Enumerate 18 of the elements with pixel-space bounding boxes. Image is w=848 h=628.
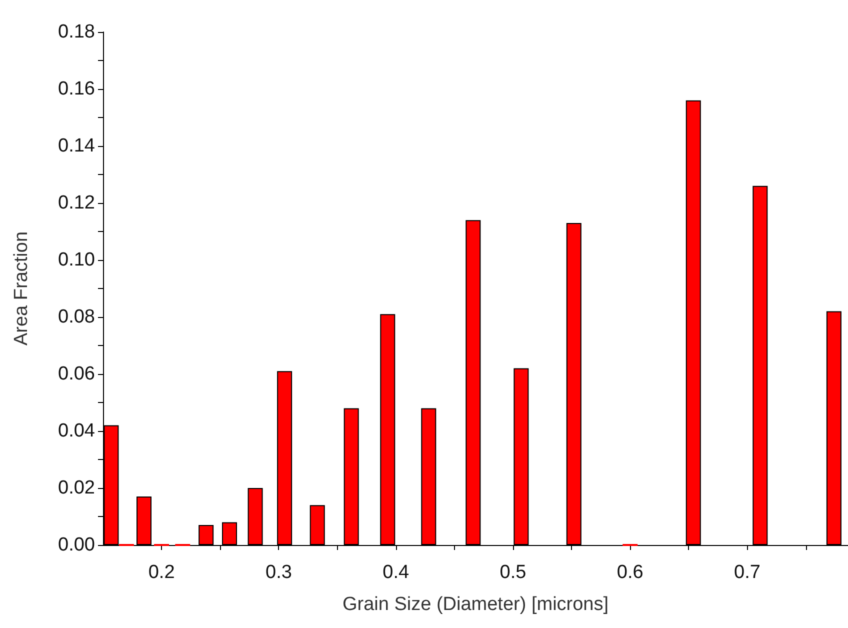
y-tick-label: 0.12 — [58, 192, 95, 214]
y-tick-label: 0.02 — [58, 478, 95, 498]
x-tick-label: 0.2 — [148, 562, 175, 583]
x-tick-label: 0.5 — [500, 562, 526, 583]
y-tick-label: 0.10 — [58, 250, 95, 270]
y-tick-label: 0.08 — [58, 306, 95, 328]
y-tick-label: 0.04 — [58, 420, 96, 442]
y-tick-label: 0.18 — [58, 22, 95, 42]
y-tick-label: 0.00 — [58, 534, 95, 556]
x-tick-label: 0.7 — [734, 562, 760, 583]
x-tick-label: 0.3 — [265, 562, 292, 583]
x-tick-label: 0.4 — [382, 562, 410, 583]
y-tick-label: 0.06 — [58, 364, 95, 384]
x-axis-title: Grain Size (Diameter) [microns] — [342, 594, 609, 615]
x-tick-label: 0.6 — [616, 562, 644, 583]
y-axis-title: Area Fraction — [11, 231, 32, 346]
y-tick-label: 0.16 — [58, 78, 95, 100]
y-tick-label: 0.14 — [58, 136, 96, 156]
